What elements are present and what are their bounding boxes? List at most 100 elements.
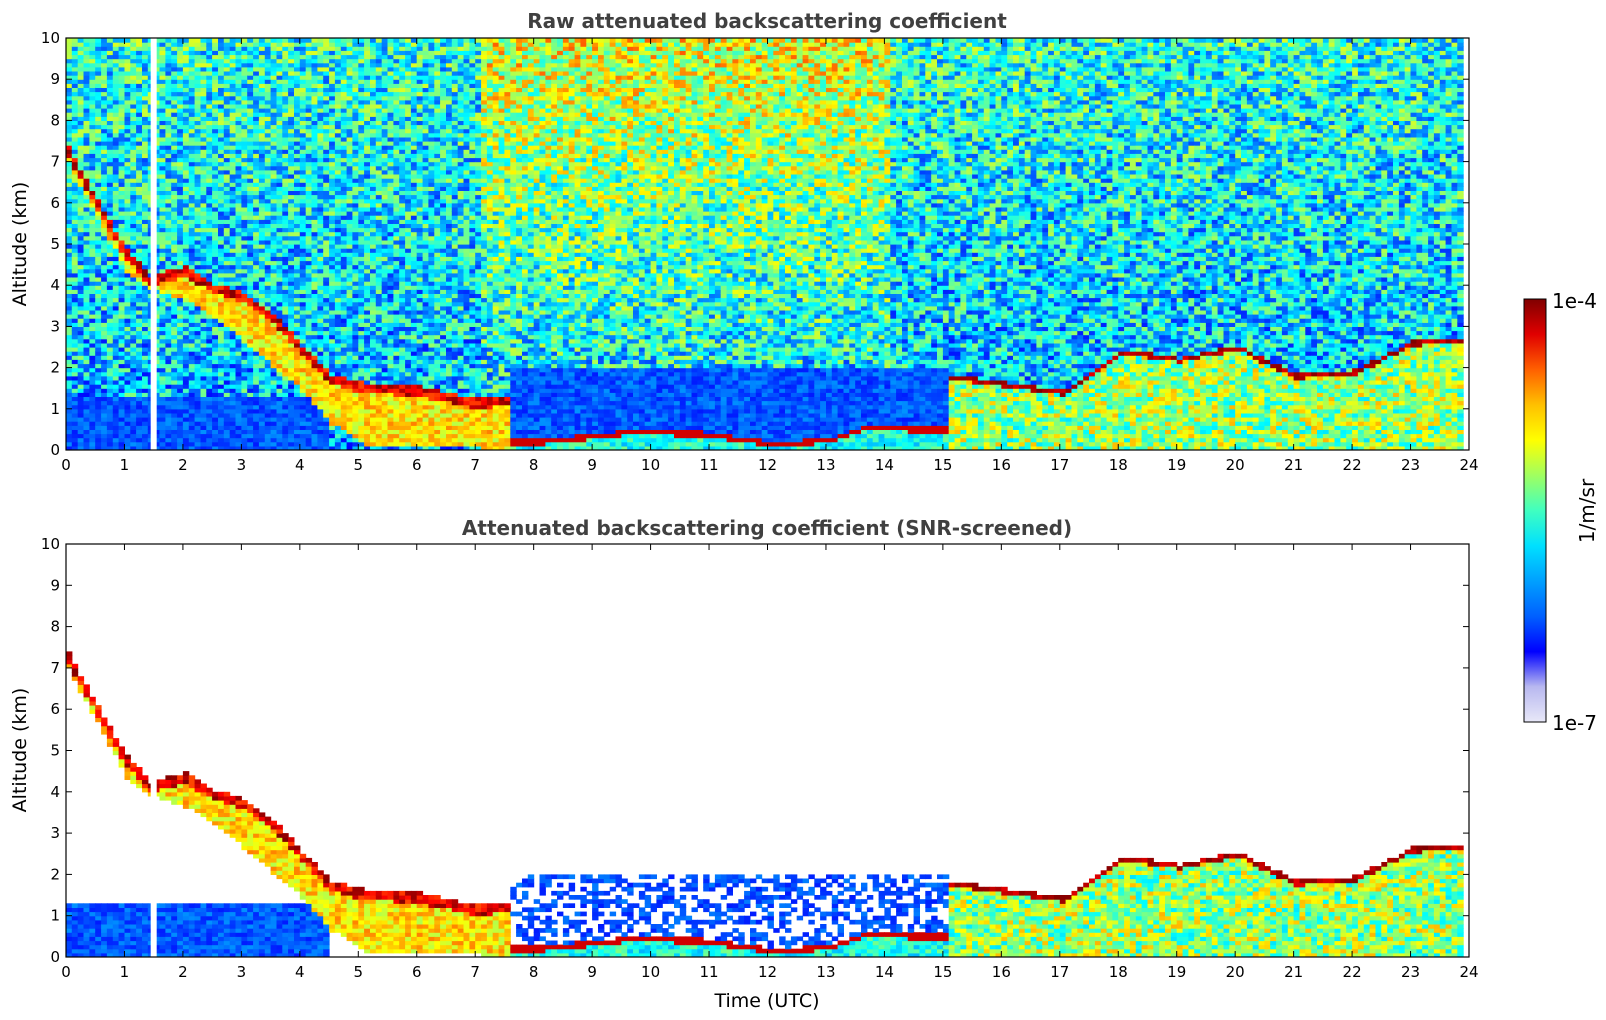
heatmap-cell xyxy=(306,380,312,385)
heatmap-cell xyxy=(253,343,259,348)
heatmap-cell xyxy=(259,396,265,401)
heatmap-cell xyxy=(253,162,259,167)
heatmap-cell xyxy=(241,396,247,401)
heatmap-cell xyxy=(312,306,318,311)
heatmap-cell xyxy=(201,145,207,150)
heatmap-cell xyxy=(241,96,247,101)
heatmap-cell xyxy=(312,289,318,294)
heatmap-cell xyxy=(236,75,242,80)
heatmap-cell xyxy=(271,438,277,443)
heatmap-cell xyxy=(265,96,271,101)
heatmap-cell xyxy=(347,228,353,233)
heatmap-cell xyxy=(277,261,283,266)
heatmap-cell xyxy=(317,314,323,319)
heatmap-cell xyxy=(352,380,358,385)
heatmap-cell xyxy=(130,392,136,397)
heatmap-cell xyxy=(230,55,236,60)
heatmap-cell xyxy=(165,384,171,389)
heatmap-cell xyxy=(101,199,107,204)
heatmap-cell xyxy=(201,310,207,315)
heatmap-cell xyxy=(212,384,218,389)
heatmap-cell xyxy=(136,186,142,191)
heatmap-cell xyxy=(142,298,148,303)
heatmap-cell xyxy=(230,137,236,142)
heatmap-cell xyxy=(347,405,353,410)
heatmap-cell xyxy=(107,232,113,237)
heatmap-cell xyxy=(236,158,242,163)
heatmap-cell xyxy=(224,170,230,175)
heatmap-cell xyxy=(84,318,90,323)
heatmap-cell xyxy=(212,63,218,68)
heatmap-cell xyxy=(66,314,72,319)
heatmap-cell xyxy=(119,182,125,187)
heatmap-cell xyxy=(101,368,107,373)
heatmap-cell xyxy=(241,405,247,410)
heatmap-cell xyxy=(189,137,195,142)
heatmap-cell xyxy=(195,207,201,212)
heatmap-cell xyxy=(294,96,300,101)
heatmap-cell xyxy=(224,434,230,439)
heatmap-cell xyxy=(241,368,247,373)
heatmap-cell xyxy=(177,409,183,414)
heatmap-cell xyxy=(66,355,72,360)
heatmap-cell xyxy=(72,149,78,154)
heatmap-cell xyxy=(160,409,166,414)
heatmap-cell xyxy=(300,302,306,307)
heatmap-cell xyxy=(101,92,107,97)
heatmap-cell xyxy=(206,87,212,92)
heatmap-cell xyxy=(259,392,265,397)
heatmap-cell xyxy=(165,409,171,414)
heatmap-cell xyxy=(277,42,283,47)
heatmap-cell xyxy=(171,269,177,274)
heatmap-cell xyxy=(177,75,183,80)
heatmap-cell xyxy=(130,248,136,253)
heatmap-cell xyxy=(142,170,148,175)
heatmap-cell xyxy=(95,38,101,43)
heatmap-cell xyxy=(95,67,101,72)
heatmap-cell xyxy=(230,153,236,158)
heatmap-cell xyxy=(113,335,119,340)
heatmap-cell xyxy=(72,96,78,101)
heatmap-cell xyxy=(271,129,277,134)
heatmap-cell xyxy=(277,421,283,426)
heatmap-cell xyxy=(183,248,189,253)
heatmap-cell xyxy=(66,417,72,422)
heatmap-cell xyxy=(130,120,136,125)
heatmap-cell xyxy=(189,182,195,187)
heatmap-cell xyxy=(195,331,201,336)
heatmap-cell xyxy=(130,96,136,101)
heatmap-cell xyxy=(78,413,84,418)
heatmap-cell xyxy=(247,129,253,134)
heatmap-cell xyxy=(113,265,119,270)
heatmap-cell xyxy=(183,335,189,340)
heatmap-cell xyxy=(230,38,236,43)
heatmap-cell xyxy=(72,409,78,414)
heatmap-cell xyxy=(177,298,183,303)
heatmap-cell xyxy=(335,322,341,327)
heatmap-cell xyxy=(312,396,318,401)
heatmap-cell xyxy=(277,256,283,261)
heatmap-cell xyxy=(347,108,353,113)
heatmap-cell xyxy=(101,240,107,245)
heatmap-cell xyxy=(89,75,95,80)
heatmap-cell xyxy=(107,199,113,204)
heatmap-cell xyxy=(171,55,177,60)
heatmap-cell xyxy=(271,75,277,80)
heatmap-cell xyxy=(78,429,84,434)
heatmap-cell xyxy=(218,339,224,344)
heatmap-cell xyxy=(125,248,131,253)
heatmap-cell xyxy=(241,100,247,105)
heatmap-cell xyxy=(288,50,294,55)
heatmap-cell xyxy=(300,186,306,191)
heatmap-cell xyxy=(230,149,236,154)
heatmap-cell xyxy=(306,55,312,60)
heatmap-cell xyxy=(230,71,236,76)
heatmap-cell xyxy=(323,351,329,356)
heatmap-cell xyxy=(306,170,312,175)
heatmap-cell xyxy=(236,298,242,303)
heatmap-cell xyxy=(253,190,259,195)
heatmap-cell xyxy=(277,50,283,55)
heatmap-cell xyxy=(206,223,212,228)
heatmap-cell xyxy=(277,392,283,397)
heatmap-cell xyxy=(160,153,166,158)
